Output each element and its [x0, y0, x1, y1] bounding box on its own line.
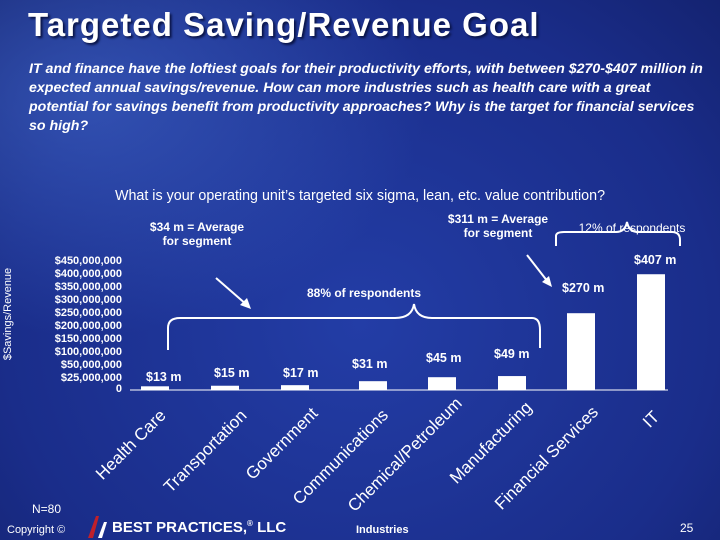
data-label: $45 m [426, 351, 462, 365]
annotation-pct-low: 88% of respondents [306, 286, 422, 300]
bar [637, 274, 665, 390]
bar [281, 385, 309, 390]
annotation-avg-high: $311 m = Average for segment [447, 212, 549, 240]
bar [567, 313, 595, 390]
slide-title: Targeted Saving/Revenue Goal [28, 6, 540, 43]
slide-subtitle: IT and finance have the loftiest goals f… [29, 61, 703, 134]
y-tick-label: $400,000,000 [54, 268, 122, 280]
annotation-pct-high: 12% of respondents [578, 221, 686, 235]
y-tick-label: $25,000,000 [60, 372, 122, 384]
page-number: 25 [680, 521, 694, 535]
y-tick-label: $250,000,000 [54, 307, 122, 319]
y-tick-label: $150,000,000 [54, 333, 122, 345]
bar [141, 386, 169, 390]
bar [211, 385, 239, 390]
y-tick-label: $50,000,000 [60, 359, 122, 371]
y-tick-label: $300,000,000 [54, 294, 122, 306]
arrow-avg-low-head [240, 298, 251, 309]
y-tick-label: $100,000,000 [54, 346, 122, 358]
data-label: $49 m [494, 347, 530, 361]
y-tick-label: $200,000,000 [54, 320, 122, 332]
y-tick-label: 0 [115, 383, 122, 395]
arrow-avg-low-line [215, 277, 248, 306]
sample-size: N=80 [32, 502, 62, 516]
y-tick-label: $350,000,000 [54, 281, 122, 293]
chart-question: What is your operating unit’s targeted s… [114, 188, 606, 204]
data-label: $31 m [352, 357, 388, 371]
bar [359, 381, 387, 390]
bar [498, 376, 526, 390]
brand-logo-icon [88, 516, 107, 538]
arrow-avg-high-line [526, 254, 549, 283]
brace-low-group [167, 303, 541, 350]
y-tick-label: $450,000,000 [54, 255, 122, 267]
brace-high-group [555, 221, 681, 246]
bars-group [141, 274, 665, 390]
bar [428, 377, 456, 390]
data-label: $17 m [283, 366, 319, 380]
copyright-text: Copyright © [7, 524, 66, 536]
brand-name: BEST PRACTICES,® LLC [112, 519, 287, 536]
data-label: $270 m [562, 281, 605, 295]
x-axis-title: Industries [356, 524, 409, 536]
arrow-avg-high-head [542, 276, 552, 287]
data-label: $13 m [146, 370, 182, 384]
data-label: $407 m [634, 253, 677, 267]
annotation-avg-low: $34 m = Average for segment [149, 220, 245, 248]
data-label: $15 m [214, 366, 250, 380]
